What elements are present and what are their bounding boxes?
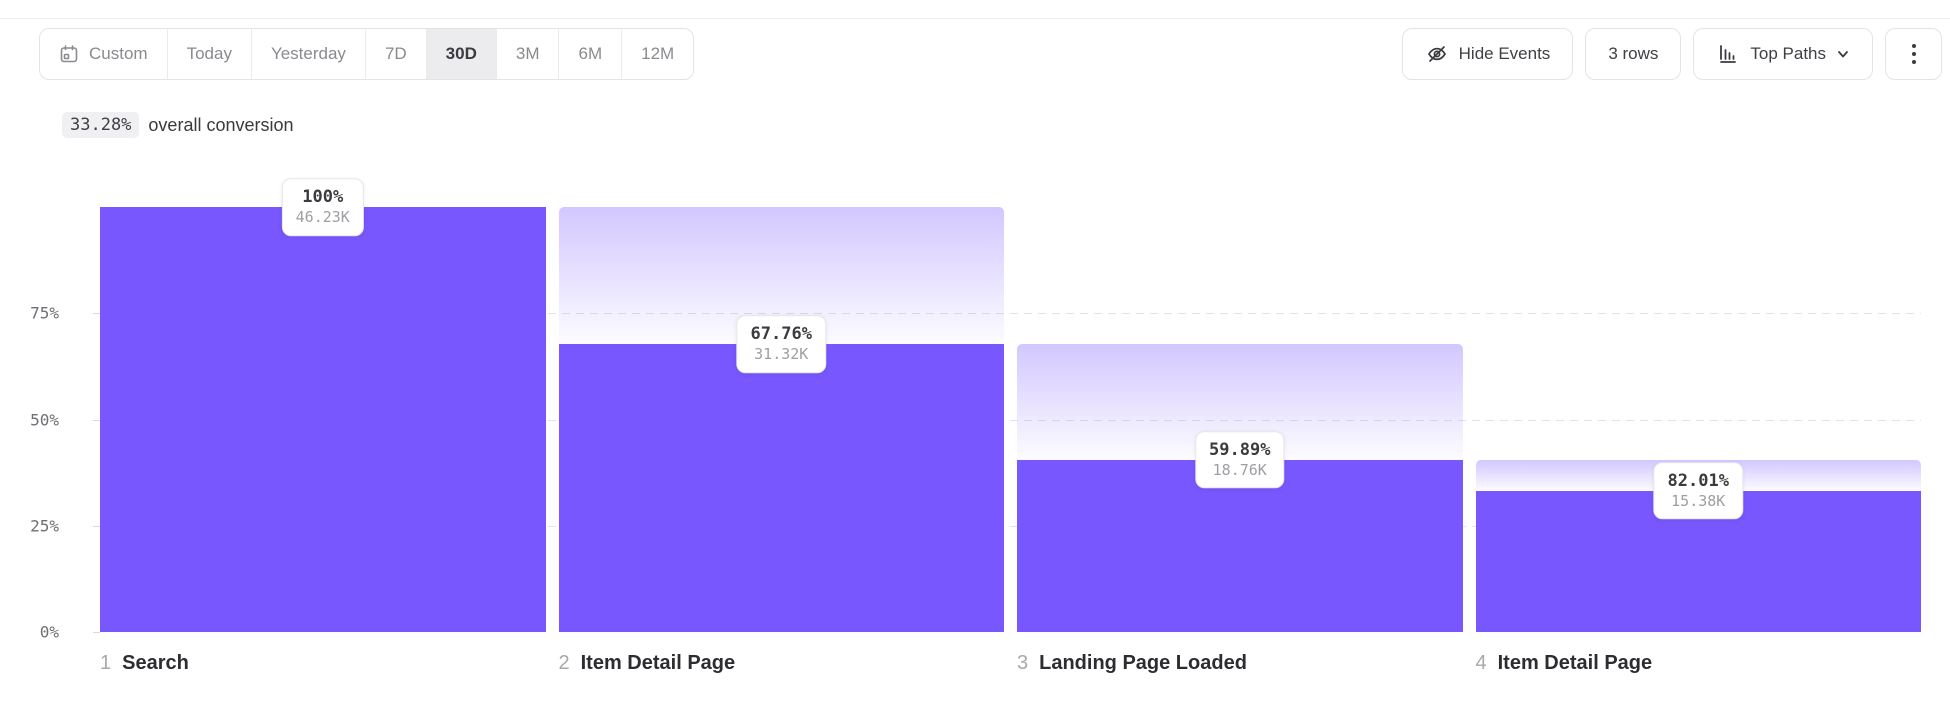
conversion-count: 46.23K [295, 208, 350, 227]
step-label: 3 Landing Page Loaded [1017, 652, 1463, 675]
overall-conversion-label: overall conversion [148, 114, 294, 135]
eye-off-icon [1425, 42, 1449, 66]
top-divider [0, 18, 1950, 19]
toolbar-actions: Hide Events 3 rows Top Paths [1401, 28, 1942, 80]
conversion-count: 31.32K [754, 345, 809, 364]
y-axis-tick-mark [93, 419, 100, 421]
date-range-label: Custom [89, 44, 148, 63]
date-range-7d[interactable]: 7D [364, 29, 426, 79]
funnel-bar-column: 67.76% 31.32K [558, 207, 1004, 632]
step-name: Search [122, 652, 189, 674]
step-label: 1 Search [100, 652, 546, 675]
date-range-6m[interactable]: 6M [558, 29, 621, 79]
more-options-button[interactable] [1885, 28, 1942, 80]
funnel-bar-column: 59.89% 18.76K [1017, 207, 1463, 632]
funnel-step-labels: 1 Search 2 Item Detail Page 3 Landing Page Lo… [100, 652, 1921, 675]
date-range-label: Yesterday [270, 44, 346, 63]
date-range-today[interactable]: Today [166, 29, 251, 79]
step-label: 4 Item Detail Page [1476, 652, 1922, 675]
gridline-75% [100, 313, 1921, 315]
date-range-30d[interactable]: 30D [425, 29, 496, 79]
date-range-label: 12M [641, 44, 675, 63]
funnel-chart-plot: 75% 50% 25% 0% 100% 46.23K 67.76% 31.32K 59.89%… [30, 178, 1921, 642]
conversion-badge: 59.89% 18.76K [1195, 430, 1285, 489]
conversion-badge: 67.76% 31.32K [736, 315, 826, 373]
funnel-bar-column: 82.01% 15.38K [1475, 207, 1921, 632]
conversion-count: 15.38K [1671, 491, 1726, 510]
top-paths-label: Top Paths [1750, 44, 1826, 63]
date-range-custom[interactable]: Custom [40, 29, 167, 79]
overall-conversion-value: 33.28% [62, 112, 140, 138]
funnel-bar-column: 100% 46.23K [100, 178, 546, 632]
conversion-percent: 100% [302, 187, 344, 208]
step-label: 2 Item Detail Page [559, 652, 1005, 675]
rows-label: 3 rows [1608, 44, 1659, 63]
y-axis-tick-mark [93, 632, 100, 633]
step-number: 4 [1475, 652, 1487, 674]
y-axis-tick-label: 50% [30, 410, 59, 429]
funnel-columns: 100% 46.23K 67.76% 31.32K 59.89% 18.76K 82.01%… [100, 178, 1921, 632]
conversion-percent: 82.01% [1667, 470, 1729, 491]
rows-button[interactable]: 3 rows [1585, 28, 1682, 80]
date-range-3m[interactable]: 3M [495, 29, 559, 79]
conversion-badge: 100% 46.23K [281, 178, 364, 236]
step-number: 1 [100, 652, 112, 674]
step-name: Item Detail Page [1497, 652, 1653, 674]
step-number: 3 [1017, 652, 1029, 674]
funnel-bar[interactable] [558, 344, 1004, 632]
calendar-icon [59, 44, 79, 64]
y-axis-tick-label: 0% [39, 622, 59, 642]
overall-conversion-summary: 33.28% overall conversion [62, 112, 294, 138]
date-range-label: 30D [445, 44, 477, 63]
date-range-yesterday[interactable]: Yesterday [250, 29, 365, 79]
date-range-control: Custom Today Yesterday 7D 30D 3M 6M 12M [39, 28, 695, 80]
date-range-label: 3M [515, 44, 540, 63]
conversion-count: 18.76K [1212, 460, 1267, 479]
conversion-percent: 67.76% [750, 324, 812, 345]
bar-chart-icon [1716, 42, 1740, 66]
y-axis-tick-mark [93, 525, 100, 527]
funnel-bar[interactable] [100, 207, 546, 632]
date-range-12m[interactable]: 12M [621, 29, 693, 79]
chevron-down-icon [1836, 47, 1850, 61]
date-range-label: Today [186, 44, 232, 63]
step-name: Item Detail Page [580, 652, 736, 674]
y-axis-tick-label: 25% [30, 516, 59, 536]
hide-events-label: Hide Events [1458, 44, 1551, 63]
y-axis-tick-mark [93, 313, 100, 315]
conversion-badge: 82.01% 15.38K [1653, 461, 1743, 520]
step-name: Landing Page Loaded [1039, 652, 1247, 674]
conversion-percent: 59.89% [1209, 439, 1271, 460]
toolbar: Custom Today Yesterday 7D 30D 3M 6M 12M Hide Ev… [39, 28, 1942, 80]
step-number: 2 [558, 652, 570, 674]
y-axis-tick-label: 75% [30, 303, 59, 323]
kebab-menu-icon [1911, 44, 1916, 64]
date-range-label: 7D [384, 44, 407, 63]
date-range-label: 6M [578, 44, 603, 63]
gridline-50% [100, 419, 1921, 421]
gridline-25% [100, 525, 1921, 527]
top-paths-button[interactable]: Top Paths [1693, 28, 1873, 80]
hide-events-button[interactable]: Hide Events [1401, 28, 1574, 80]
